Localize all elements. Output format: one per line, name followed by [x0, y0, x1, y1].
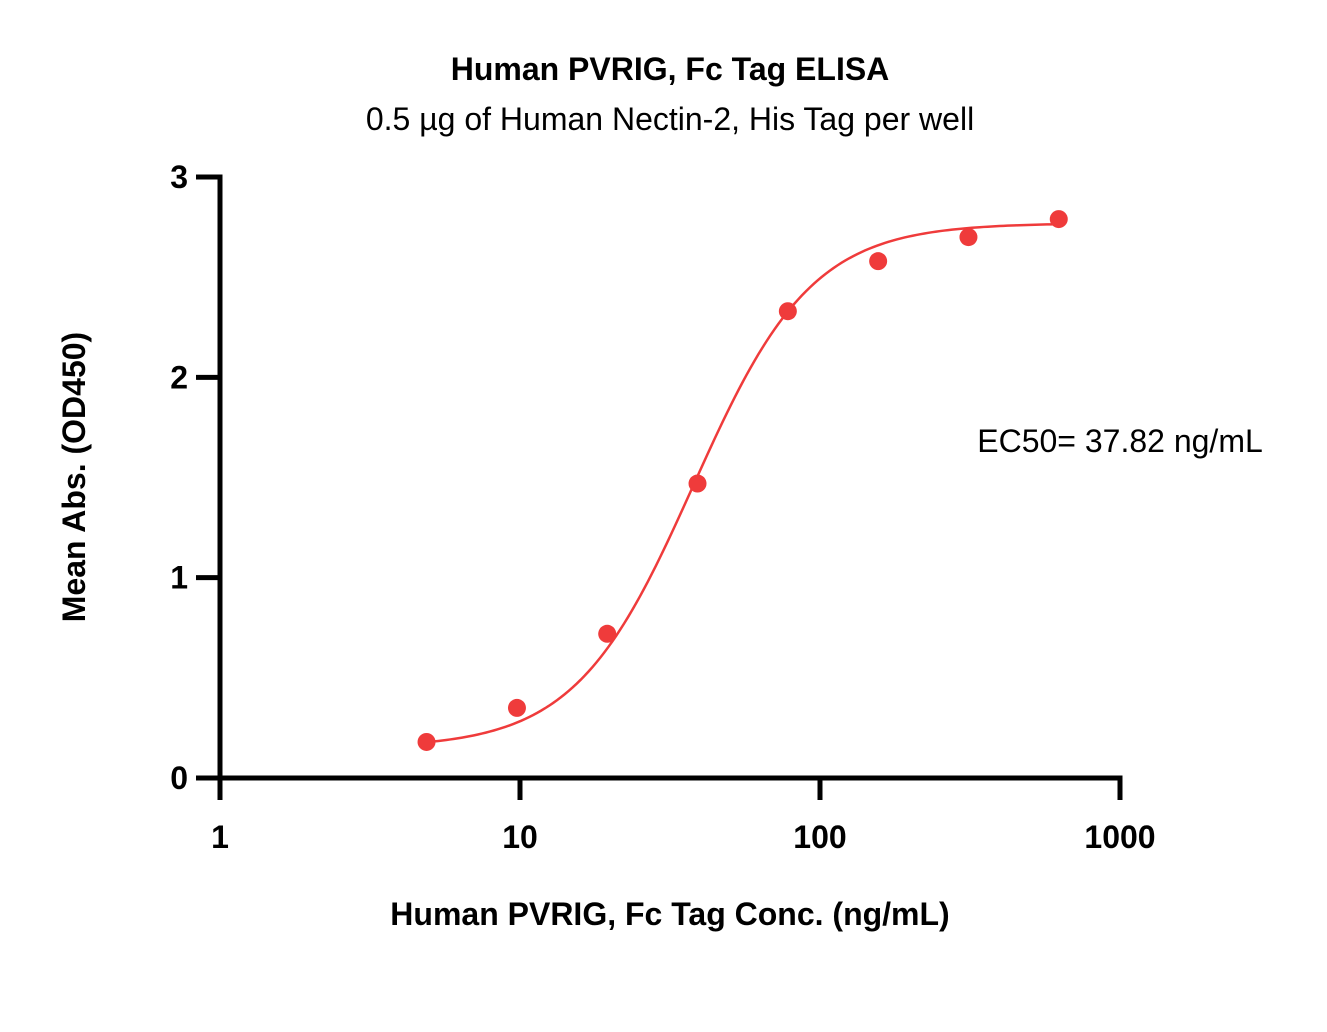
y-axis-label: Mean Abs. (OD450): [56, 332, 92, 622]
data-point: [959, 228, 978, 247]
data-point: [688, 474, 707, 493]
x-axis-label: Human PVRIG, Fc Tag Conc. (ng/mL): [390, 896, 949, 932]
x-tick-label: 1: [211, 819, 229, 855]
data-points: [417, 210, 1068, 751]
fit-curve: [426, 222, 1059, 744]
data-point: [869, 252, 888, 271]
chart-subtitle: 0.5 µg of Human Nectin-2, His Tag per we…: [366, 101, 974, 137]
data-point: [598, 624, 617, 643]
y-tick-label: 0: [170, 760, 188, 796]
data-point: [1049, 210, 1068, 229]
y-tick-label: 2: [170, 359, 188, 395]
data-point: [417, 732, 436, 751]
axes: [217, 174, 1123, 781]
chart-title: Human PVRIG, Fc Tag ELISA: [451, 51, 890, 87]
data-point: [778, 302, 797, 321]
y-tick-label: 1: [170, 560, 188, 596]
x-tick-label: 10: [502, 819, 538, 855]
data-point: [507, 698, 526, 717]
y-tick-label: 3: [170, 159, 188, 195]
x-tick-label: 100: [793, 819, 846, 855]
ec50-annotation: EC50= 37.82 ng/mL: [977, 423, 1263, 459]
x-tick-label: 1000: [1084, 819, 1155, 855]
